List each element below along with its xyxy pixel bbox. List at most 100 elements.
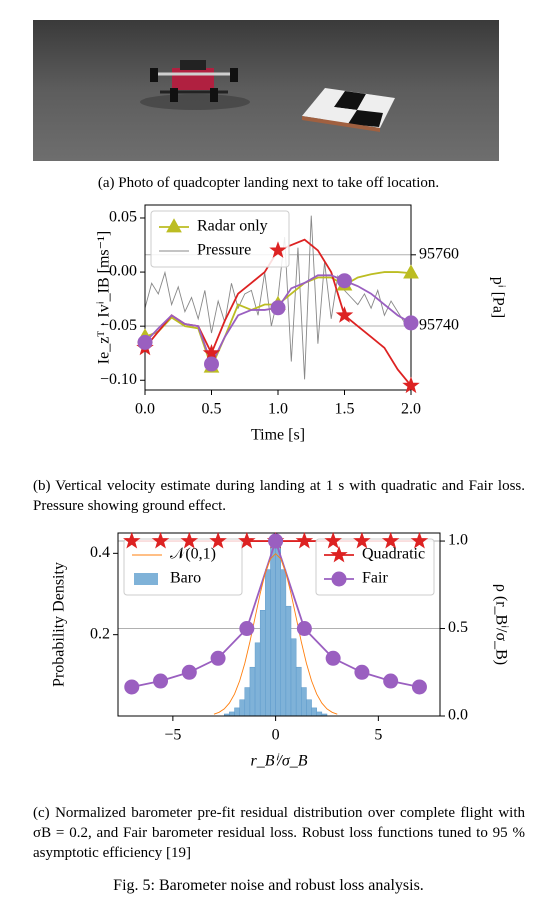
histogram-bar xyxy=(229,711,235,717)
star-marker xyxy=(238,531,256,549)
histogram-bar xyxy=(301,687,307,717)
chart: −5 0 5 0.2 0.4 0.0 0.5 1.0 r_Bⁱ/σ_B Probability D… xyxy=(51,532,510,770)
line xyxy=(145,274,411,367)
star-marker xyxy=(295,531,314,549)
y-tick-label: −0.10 xyxy=(100,371,137,388)
histogram-bar xyxy=(275,540,281,717)
circle-marker xyxy=(268,533,284,549)
y2-tick-label: 1.0 xyxy=(448,532,468,549)
circle-marker xyxy=(337,273,352,289)
y2-tick-label: 0.0 xyxy=(448,707,468,724)
star-marker xyxy=(151,531,170,549)
star-marker xyxy=(202,344,221,361)
photo-caption: (a) Photo of quadcopter landing next to … xyxy=(97,175,440,191)
star-marker xyxy=(180,531,199,549)
circle-marker xyxy=(270,300,286,316)
x-tick-label: 0 xyxy=(272,727,280,744)
photo xyxy=(33,20,499,161)
legend-label: 𝒩(0,1) xyxy=(170,546,216,563)
star-marker xyxy=(269,241,287,258)
x-tick-label: 5 xyxy=(374,727,382,744)
star-marker xyxy=(209,531,227,549)
y2-tick-label: 95740 xyxy=(419,317,459,334)
triangle-marker xyxy=(403,264,419,279)
legend-label: Pressure xyxy=(197,242,251,259)
y2-axis-label: ρ (r_Bⁱ/σ_B) xyxy=(492,584,509,665)
histogram-bar xyxy=(249,666,256,717)
histogram-bar xyxy=(311,707,317,717)
legend-swatch xyxy=(134,573,158,585)
circle-marker xyxy=(354,664,370,680)
x-tick-label: 1.5 xyxy=(335,401,355,418)
star-marker xyxy=(353,531,371,549)
histogram-bar xyxy=(265,569,271,717)
histogram-bar xyxy=(316,711,323,717)
circle-marker xyxy=(403,315,419,331)
legend-label: Quadratic xyxy=(362,546,425,563)
y2-axis-label: pⁱ [Pa] xyxy=(489,277,506,319)
legend-label: Baro xyxy=(170,570,201,587)
y2-tick-label: 0.5 xyxy=(448,619,468,636)
star-marker xyxy=(335,306,354,323)
y-tick-label: 0.4 xyxy=(90,544,110,561)
circle-marker xyxy=(296,621,312,637)
landing-marker xyxy=(302,88,395,132)
y-tick-label: 0.05 xyxy=(109,209,137,226)
circle-marker xyxy=(239,621,255,637)
legend-marker xyxy=(166,218,182,233)
photo-background xyxy=(33,20,499,161)
circle-marker xyxy=(204,356,219,372)
star-marker xyxy=(381,531,400,549)
circle-marker xyxy=(210,650,226,666)
x-axis-label: r_Bⁱ/σ_B xyxy=(251,753,308,770)
circle-marker xyxy=(153,673,169,689)
line xyxy=(145,271,411,370)
y-axis-label: Ie_zᵀ · Ivⁱ_IB [ms⁻¹] xyxy=(96,231,113,364)
histogram-bar xyxy=(244,687,251,717)
legend-marker xyxy=(330,545,348,563)
legend-label: Fair xyxy=(362,570,388,587)
circle-marker xyxy=(181,664,197,680)
y-axis-label: Probability Density xyxy=(51,562,68,687)
histogram-bar xyxy=(270,536,276,717)
line xyxy=(213,553,338,715)
star-marker xyxy=(324,531,342,549)
circle-marker xyxy=(124,679,140,695)
x-tick-label: 0.5 xyxy=(202,401,222,418)
figure-caption: Fig. 5: Barometer noise and robust loss … xyxy=(113,877,424,894)
histogram-bar xyxy=(254,642,261,717)
histogram-bar xyxy=(306,699,312,717)
y-tick-label: 0.00 xyxy=(109,263,137,280)
x-tick-label: 2.0 xyxy=(401,401,421,418)
circle-marker xyxy=(325,650,341,666)
histogram-bar xyxy=(234,707,240,717)
circle-marker xyxy=(411,679,427,695)
x-tick-label: 1.0 xyxy=(268,401,288,418)
legend-label: Radar only xyxy=(197,218,268,235)
chart: 0.0 0.5 1.0 1.5 2.0 0.05 0.00 −0.05 −0.10 95740 95… xyxy=(96,204,506,444)
y-tick-label: −0.05 xyxy=(100,317,137,334)
legend-box xyxy=(150,210,290,268)
star-marker xyxy=(402,376,420,394)
histogram-bar xyxy=(285,605,292,717)
y-tick-label: 0.2 xyxy=(90,625,110,642)
plot-frame xyxy=(117,532,441,717)
histogram-bar xyxy=(290,638,297,717)
star-marker xyxy=(123,531,141,549)
x-tick-label: −5 xyxy=(164,727,181,744)
plot-frame xyxy=(144,204,412,391)
histogram-bar xyxy=(295,666,302,717)
legend-marker xyxy=(331,571,347,587)
histogram-bar xyxy=(259,610,266,717)
x-tick-label: 0.0 xyxy=(135,401,155,418)
caption-b: (b) Vertical velocity estimate during la… xyxy=(33,478,525,514)
y2-tick-label: 95760 xyxy=(419,245,459,262)
histogram-bar xyxy=(280,569,287,717)
circle-marker xyxy=(137,334,153,350)
histogram-bar xyxy=(239,699,246,717)
x-axis-label: Time [s] xyxy=(251,427,305,444)
circle-marker xyxy=(383,673,399,689)
star-marker xyxy=(410,531,429,549)
